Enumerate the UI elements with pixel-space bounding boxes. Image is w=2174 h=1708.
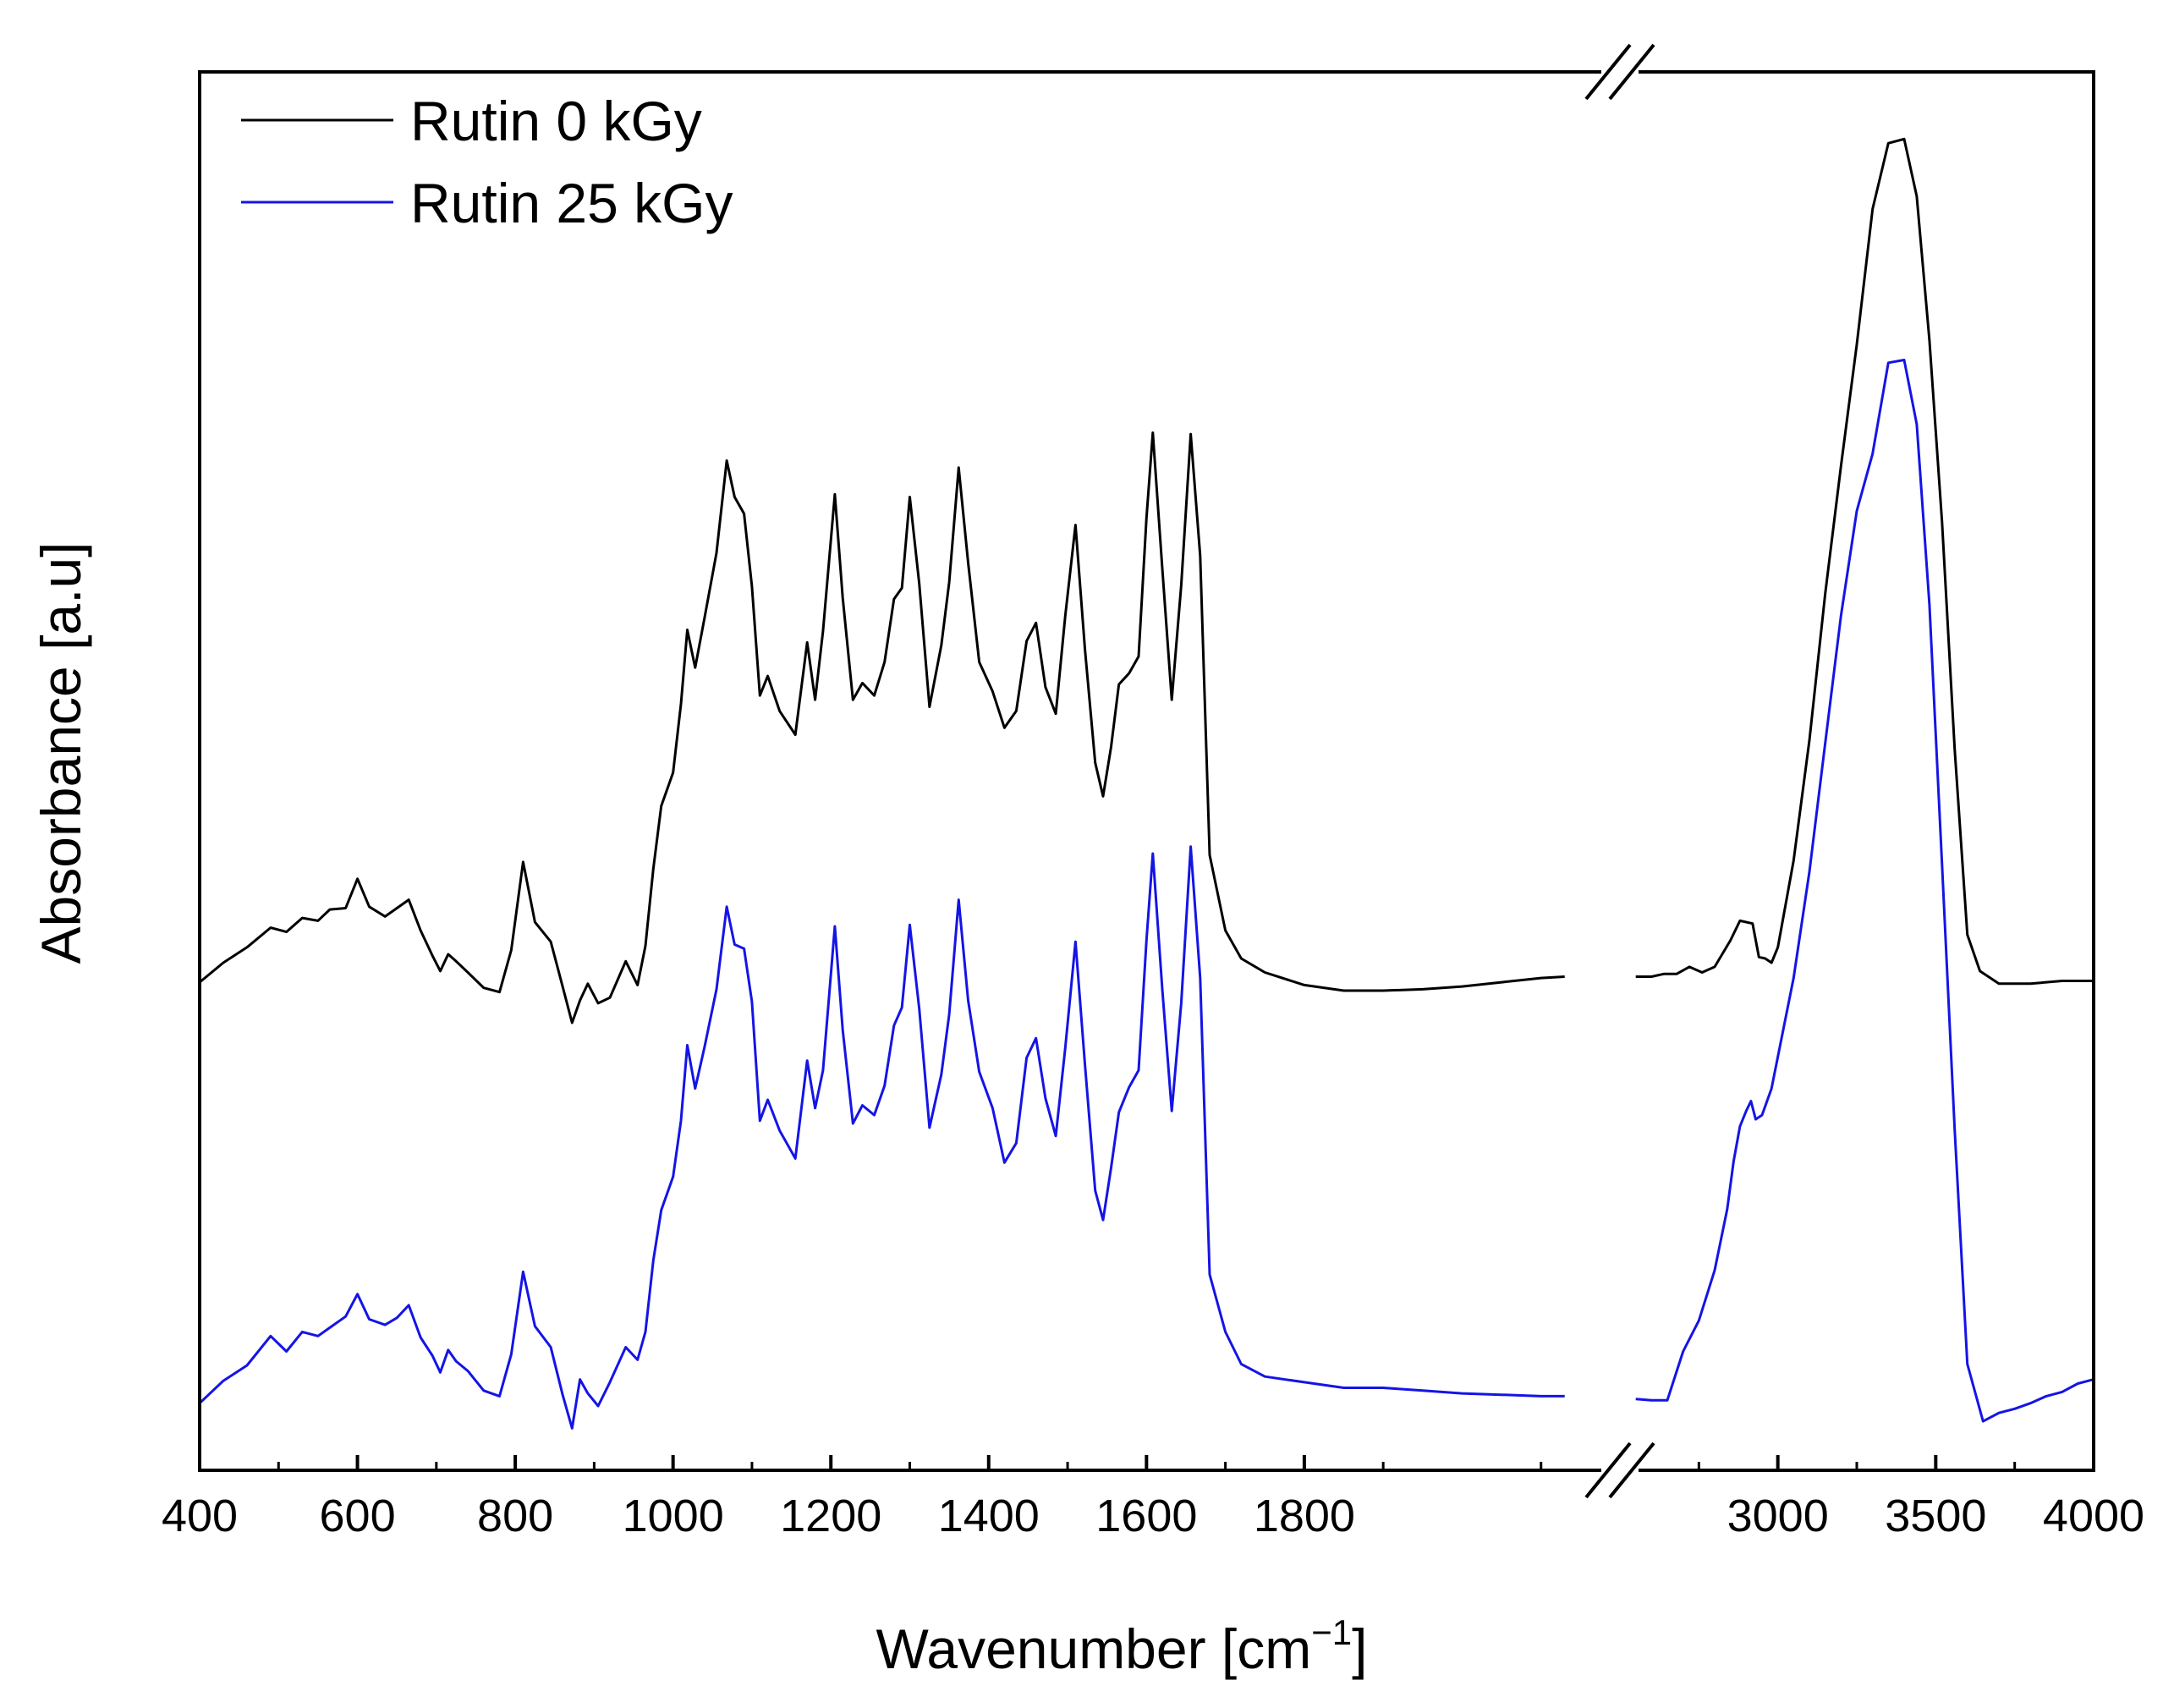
y-axis-title: Absorbance [a.u] <box>30 542 92 964</box>
x-tick-label-1600: 1600 <box>1095 1491 1197 1541</box>
series-line-0 <box>199 137 2094 1024</box>
x-axis-title-text: Wavenumber [cm <box>876 1617 1312 1680</box>
x-axis-title-superscript: −1 <box>1311 1612 1352 1652</box>
x-axis-title: Wavenumber [cm−1] <box>876 1612 1368 1680</box>
bottom-axis-break-mark-1 <box>1608 1442 1655 1499</box>
x-tick-label-4000: 4000 <box>2043 1491 2144 1541</box>
legend-label-1: Rutin 25 kGy <box>410 172 733 234</box>
x-tick-label-1800: 1800 <box>1254 1491 1355 1541</box>
x-tick-label-800: 800 <box>477 1491 553 1541</box>
plot-area <box>198 137 2094 1430</box>
x-tick-label-400: 400 <box>162 1491 238 1541</box>
x-tick-label-1200: 1200 <box>780 1491 881 1541</box>
x-tick-label-600: 600 <box>320 1491 396 1541</box>
legend: Rutin 0 kGy Rutin 25 kGy <box>241 90 733 234</box>
top-axis-break-mark-0 <box>1584 43 1632 101</box>
legend-label-0: Rutin 0 kGy <box>410 90 702 152</box>
axes: 400 600 800 1000 1200 1400 1600 1800 3000 3500 400… <box>162 43 2144 1541</box>
x-tick-label-3000: 3000 <box>1727 1491 1829 1541</box>
top-axis-break-mark-1 <box>1608 43 1655 101</box>
x-axis-title-close: ] <box>1352 1617 1367 1680</box>
series-line-1 <box>198 359 2094 1430</box>
x-tick-label-1000: 1000 <box>623 1491 724 1541</box>
bottom-axis-break-mark-0 <box>1584 1442 1632 1499</box>
x-tick-label-1400: 1400 <box>938 1491 1040 1541</box>
x-tick-label-3500: 3500 <box>1885 1491 1986 1541</box>
